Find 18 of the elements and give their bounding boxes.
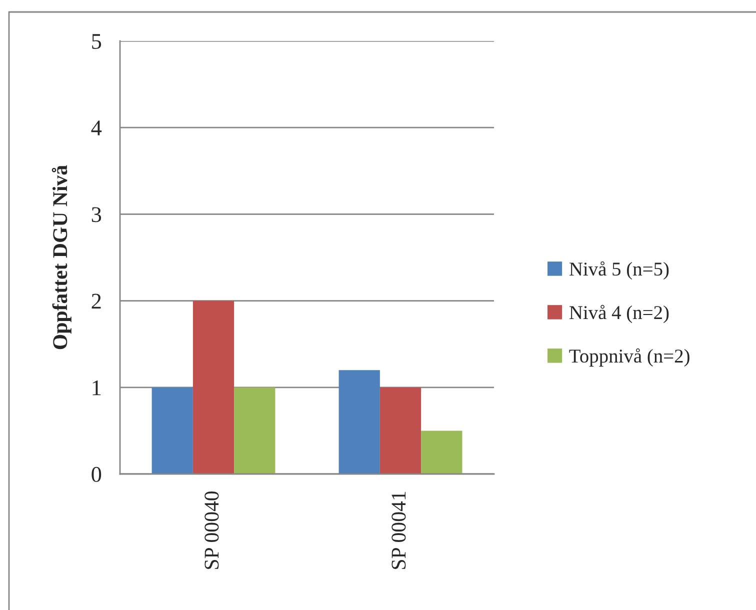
y-tick-label: 5: [92, 34, 102, 49]
y-tick-label: 1: [92, 380, 101, 396]
y-tick-label: 0: [92, 466, 102, 482]
y-tick-label: 3: [92, 207, 102, 222]
bar: [380, 387, 422, 474]
legend-label: Nivå 4 (n=2): [569, 304, 669, 324]
legend-label: Nivå 5 (n=5): [569, 261, 669, 280]
y-axis-title: Oppfattet DGU Nivå: [52, 165, 72, 350]
bar: [338, 370, 380, 474]
bar: [152, 387, 193, 474]
bar: [192, 300, 234, 474]
y-tick-label: 4: [91, 120, 102, 136]
bar: [421, 430, 462, 474]
x-tick-label: SP 00041: [392, 492, 406, 569]
legend-label: Toppnivå (n=2): [569, 348, 690, 367]
bar: [234, 387, 276, 474]
x-tick-label: SP 00040: [204, 491, 219, 569]
y-tick-label: 2: [92, 294, 101, 309]
